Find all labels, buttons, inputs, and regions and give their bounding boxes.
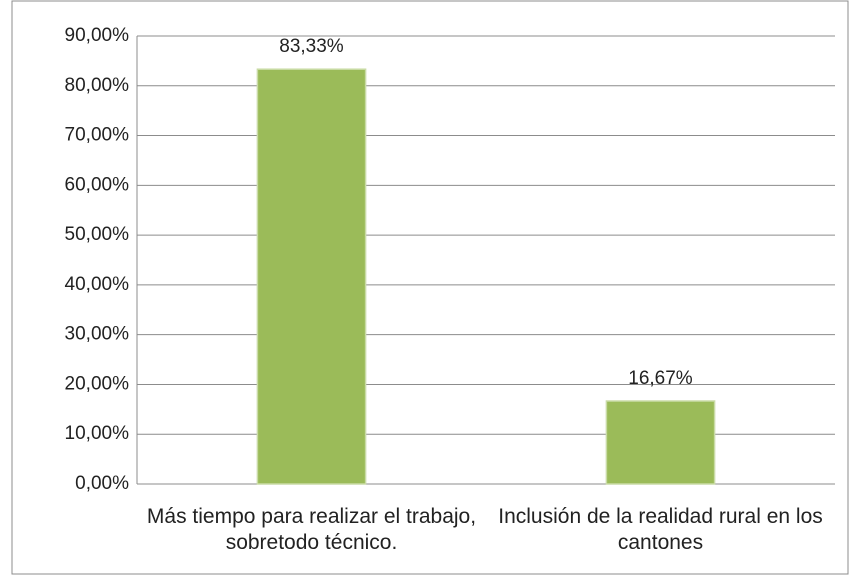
- y-tick-label: 20,00%: [65, 373, 130, 394]
- data-label: 83,33%: [279, 36, 344, 57]
- y-tick-label: 10,00%: [65, 423, 130, 444]
- bar: [256, 68, 367, 485]
- y-tick-label: 60,00%: [65, 174, 130, 195]
- bar: [605, 400, 716, 485]
- x-tick-label: Más tiempo para realizar el trabajo, sob…: [146, 505, 477, 554]
- y-tick-label: 40,00%: [65, 274, 130, 295]
- x-tick-label: Inclusión de la realidad rural en los ca…: [498, 505, 823, 554]
- y-tick-label: 50,00%: [65, 224, 130, 245]
- data-label: 16,67%: [628, 368, 693, 389]
- y-tick-label: 0,00%: [75, 473, 129, 494]
- y-tick-label: 70,00%: [65, 125, 130, 146]
- y-tick-label: 80,00%: [65, 75, 130, 96]
- y-tick-label: 90,00%: [65, 25, 130, 46]
- y-tick-label: 30,00%: [65, 324, 130, 345]
